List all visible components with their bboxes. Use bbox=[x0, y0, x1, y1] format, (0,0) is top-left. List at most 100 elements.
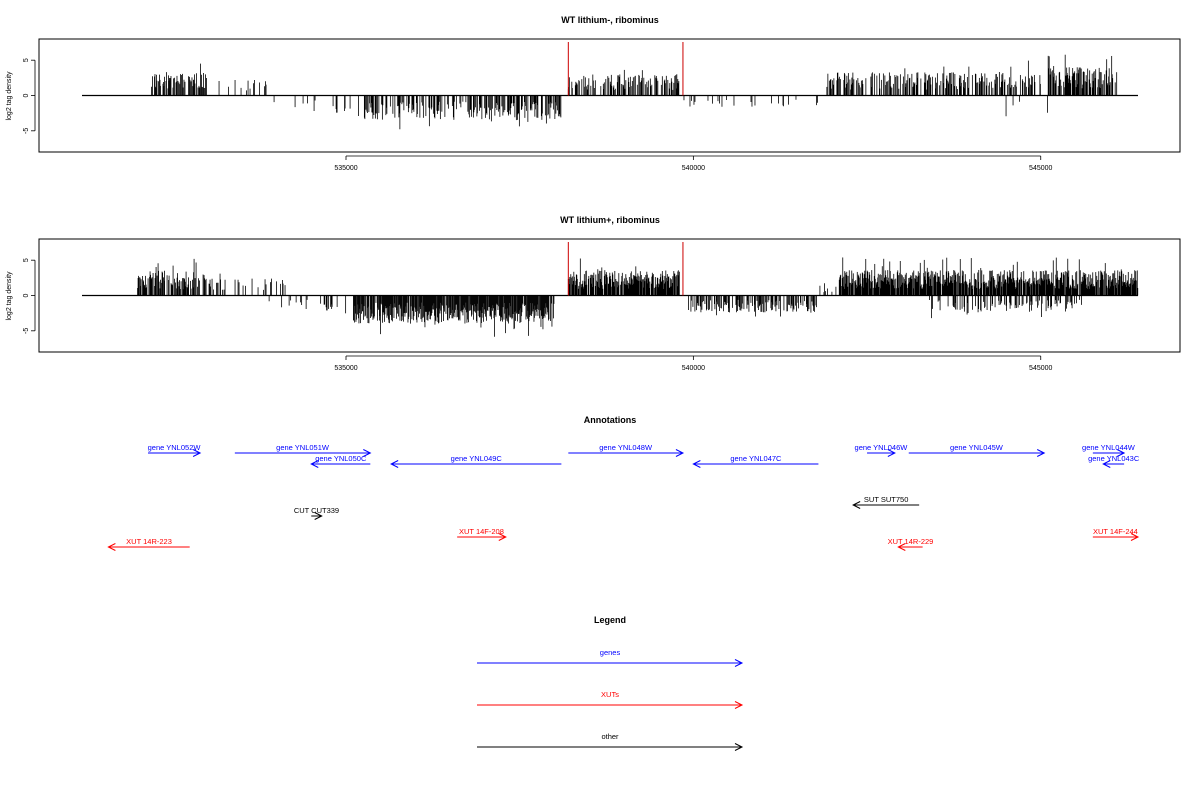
legend-entry: genes bbox=[477, 648, 744, 667]
annotation-arrow: SUT SUT750 bbox=[852, 495, 920, 509]
arrow-head bbox=[310, 460, 319, 468]
plot-frame bbox=[38, 238, 1181, 353]
legend-entries: genes XUTs other bbox=[477, 648, 744, 751]
bar-segment bbox=[151, 63, 207, 96]
annotation-arrow: XUT 14F-208 bbox=[457, 527, 507, 541]
annotation-label: XUT 14R-229 bbox=[888, 537, 934, 546]
annotation-arrow: gene YNL045W bbox=[908, 443, 1046, 457]
annotation-arrow: gene YNL050C bbox=[310, 454, 371, 468]
y-tick-label: 0 bbox=[23, 293, 30, 297]
bar-segment bbox=[268, 295, 347, 314]
x-tick-label: 540000 bbox=[682, 365, 705, 372]
annotation-arrow: gene YNL048W bbox=[568, 443, 685, 457]
y-tick-label: 5 bbox=[23, 58, 30, 62]
arrow-head bbox=[734, 743, 744, 751]
legend-title: Legend bbox=[594, 615, 626, 625]
axes: -5 0 5 535000 540000 545000 bbox=[23, 58, 1053, 172]
axes: -5 0 5 535000 540000 545000 bbox=[23, 258, 1053, 372]
bar-segment bbox=[683, 95, 818, 107]
y-axis-label: log2 tag density bbox=[6, 271, 13, 321]
annotation-arrow: gene YNL044W bbox=[1082, 443, 1136, 457]
legend-entry: other bbox=[477, 732, 744, 751]
annotation-arrow: gene YNL046W bbox=[855, 443, 909, 457]
arrow-head bbox=[887, 449, 896, 457]
bar-segment bbox=[826, 60, 1041, 96]
x-tick-label: 535000 bbox=[334, 365, 357, 372]
density-bars bbox=[82, 242, 1139, 337]
annotation-label: gene YNL049C bbox=[451, 454, 503, 463]
bar-segment bbox=[208, 273, 286, 296]
legend-label: XUTs bbox=[601, 690, 619, 699]
annotation-arrow: gene YNL052W bbox=[148, 443, 202, 457]
density-bars bbox=[82, 42, 1138, 130]
annotation-label: gene YNL046W bbox=[855, 443, 909, 452]
x-tick-label: 540000 bbox=[682, 165, 705, 172]
bar-segment bbox=[929, 295, 1082, 319]
annotation-label: gene YNL045W bbox=[950, 443, 1004, 452]
annotation-arrow: XUT 14R-223 bbox=[107, 537, 190, 551]
y-tick-label: 5 bbox=[23, 258, 30, 262]
bar-segment bbox=[567, 258, 680, 296]
bar-segment bbox=[1047, 54, 1118, 96]
annotation-arrow: CUT CUT339 bbox=[294, 506, 339, 520]
y-axis-label: log2 tag density bbox=[6, 71, 13, 121]
annotation-label: gene YNL047C bbox=[730, 454, 782, 463]
x-tick-label: 545000 bbox=[1029, 365, 1052, 372]
annotation-label: gene YNL051W bbox=[276, 443, 330, 452]
density-panel-lithium-plus: WT lithium+, ribominus log2 tag density … bbox=[6, 215, 1181, 372]
plot-frame bbox=[38, 38, 1181, 153]
arrow-head bbox=[1102, 460, 1111, 468]
bar-segment bbox=[838, 257, 1139, 296]
arrow-head bbox=[107, 543, 116, 551]
annotation-label: gene YNL048W bbox=[599, 443, 653, 452]
annotation-label: XUT 14F-244 bbox=[1093, 527, 1138, 536]
legend-panel: Legend genes XUTs other bbox=[477, 615, 744, 751]
bar-segment bbox=[363, 95, 562, 130]
arrow-head bbox=[1130, 533, 1140, 541]
bar-segment bbox=[1005, 95, 1048, 117]
bar-segment bbox=[688, 295, 817, 317]
annotations-panel: Annotations gene YNL052W gene YNL051Wgene… bbox=[107, 415, 1140, 551]
annotation-label: SUT SUT750 bbox=[864, 495, 908, 504]
x-tick-label: 545000 bbox=[1029, 165, 1052, 172]
arrow-head bbox=[852, 501, 861, 509]
arrow-head bbox=[897, 543, 906, 551]
arrow-head bbox=[314, 512, 323, 520]
y-tick-label: 0 bbox=[23, 93, 30, 97]
arrow-head bbox=[390, 460, 399, 468]
panel-title: WT lithium-, ribominus bbox=[561, 15, 659, 25]
annotation-label: CUT CUT339 bbox=[294, 506, 339, 515]
annotation-label: gene YNL050C bbox=[315, 454, 367, 463]
bar-segment bbox=[273, 95, 359, 116]
arrow-head bbox=[692, 460, 701, 468]
arrow-head bbox=[363, 449, 372, 457]
bar-segment bbox=[353, 295, 555, 337]
arrow-head bbox=[1116, 449, 1126, 457]
annotation-label: gene YNL052W bbox=[148, 443, 202, 452]
legend-label: other bbox=[601, 732, 619, 741]
bar-segment bbox=[137, 258, 207, 296]
arrow-head bbox=[1036, 449, 1046, 457]
annotation-arrow: XUT 14F-244 bbox=[1092, 527, 1140, 541]
annotation-arrow: gene YNL051W bbox=[234, 443, 372, 457]
annotation-label: XUT 14R-223 bbox=[126, 537, 172, 546]
y-tick-label: -5 bbox=[23, 128, 30, 134]
y-tick-label: -5 bbox=[23, 328, 30, 334]
annotation-label: gene YNL043C bbox=[1088, 454, 1140, 463]
legend-entry: XUTs bbox=[477, 690, 744, 709]
annotation-arrows: gene YNL052W gene YNL051W gene YNL050C gene… bbox=[107, 443, 1140, 551]
density-panel-lithium-minus: WT lithium-, ribominus log2 tag density … bbox=[6, 15, 1181, 172]
arrow-head bbox=[675, 449, 685, 457]
annotations-title: Annotations bbox=[584, 415, 637, 425]
x-tick-label: 535000 bbox=[334, 165, 357, 172]
annotation-label: gene YNL044W bbox=[1082, 443, 1136, 452]
panel-title: WT lithium+, ribominus bbox=[560, 215, 660, 225]
arrow-head bbox=[498, 533, 507, 541]
annotation-arrow: gene YNL043C bbox=[1088, 454, 1140, 468]
annotation-arrow: XUT 14R-229 bbox=[888, 537, 934, 551]
annotation-arrow: gene YNL047C bbox=[692, 454, 819, 468]
bar-segment bbox=[218, 80, 267, 96]
annotation-arrow: gene YNL049C bbox=[390, 454, 562, 468]
